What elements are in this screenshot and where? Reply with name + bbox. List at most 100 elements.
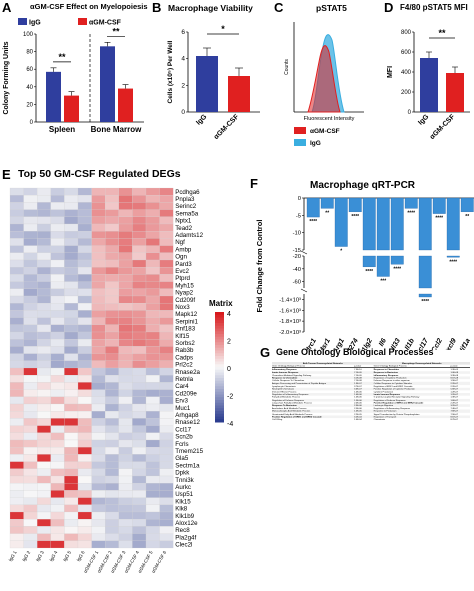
heatmap-cell [91,468,106,477]
heatmap-cell [159,216,174,225]
f-ytick-label: -1.8×10³ [279,319,301,325]
go-process-2: Innate Immune Response [373,393,400,396]
heatmap-cell [23,490,38,498]
heatmap-cell [64,238,79,246]
heatmap-gene-label: Sema5a [175,210,199,217]
f-sig-label: ** [325,210,329,216]
heatmap-cell [9,238,24,246]
heatmap-gene-label: Sorbs2 [175,340,195,347]
heatmap-cell [37,454,51,462]
heatmap-cell [9,339,24,347]
heatmap-cell [64,259,79,268]
go-rows: Inflammatory Response 7.3E-10 Response to … [272,368,470,421]
panel-a-chart: IgG αGM-CSF 0 20 40 60 80 100 Colony Forming Uni… [3,18,144,134]
heatmap-cell [145,288,160,297]
heatmap-cell [37,303,51,311]
go-pvalue-2: 1.3E-09 [450,368,459,371]
heatmap-scale-step [215,325,224,329]
heatmap-cell [50,411,65,419]
heatmap-cell [159,389,174,397]
go-process: Immune Effector Process [272,390,297,394]
heatmap-cell [132,303,147,311]
heatmap-gene-label: Serinc2 [175,203,197,210]
heatmap-cell [37,461,51,469]
heatmap-cell [77,360,92,369]
go-process: Neutrophil Chemotaxis [272,387,295,391]
heatmap-cell [159,533,174,541]
heatmap-cell [9,432,24,441]
go-pvalue-2: 2.2E-07 [450,401,459,405]
heatmap-cell [64,526,79,534]
heatmap-scale-step [215,356,224,360]
heatmap-scale-step [215,400,224,404]
heatmap-cell [105,360,119,369]
heatmap-cell [105,310,119,318]
heatmap-cell [132,418,147,426]
heatmap-cell [132,454,147,462]
heatmap-cell [64,475,79,484]
heatmap-cell [91,216,106,225]
go-col-labels: Gene Ontology Biological Process p-value… [272,365,470,369]
heatmap-cell [132,238,147,246]
go-pvalue-2: 3.3E-08 [450,373,459,377]
heatmap-cell [132,267,147,275]
heatmap-cell [9,418,24,426]
panel-f-letter: F [250,176,258,191]
panel-e-title: Top 50 GM-CSF Regulated DEGs [18,168,181,180]
heatmap-cell [77,497,92,505]
heatmap-cell [23,267,38,275]
f-sig-label: **** [393,266,401,272]
heatmap-column-label: IgG 3 [35,550,45,563]
heatmap-cell [23,288,38,297]
heatmap-cell [23,281,38,289]
heatmap-cell [50,497,65,505]
heatmap-cell [50,231,65,239]
go-process-2: Regulation of Defense Response [373,398,406,402]
heatmap-cell [105,468,119,477]
heatmap-cell [64,339,79,347]
f-bar [362,197,376,251]
heatmap-cell [37,295,51,304]
heatmap-scale-step [215,331,224,335]
go-pvalue: 2.2E-05 [354,412,362,416]
heatmap-cell [77,331,92,340]
heatmap-gene-label: Muc1 [175,405,191,412]
heatmap-cell [132,360,147,369]
heatmap-cell [37,526,51,534]
heatmap-cell [64,360,79,369]
heatmap-gene-label: Nox3 [175,304,190,311]
heatmap-cell [132,425,147,433]
heatmap-gene-label: Adamts12 [175,232,203,239]
heatmap-cell [91,439,106,448]
heatmap-cell [91,295,106,304]
heatmap-cell [37,375,51,383]
heatmap-cell [159,202,174,210]
b-ytick-label: 6 [181,29,185,36]
heatmap-cell [37,339,51,347]
heatmap-cell [64,303,79,311]
go-process-2: Regulation of Cytokine Production [373,376,407,380]
heatmap-cell [105,533,119,541]
heatmap-cell [64,295,79,304]
heatmap-cell [50,202,65,210]
heatmap-cell [159,245,174,253]
a-legend-label-0: IgG [29,20,41,27]
heatmap-cell [23,245,38,253]
go-pvalue: 3.7E-07 [354,384,362,388]
heatmap-cell [37,346,51,354]
f-sig-label: **** [351,214,359,220]
heatmap-cell [105,375,119,383]
heatmap-cell [9,461,24,469]
heatmap-cell [9,216,24,225]
f-bar [376,255,390,277]
heatmap-cell [37,475,51,484]
heatmap-cell [118,324,133,333]
heatmap-scale-step [215,342,224,346]
heatmap-cell [64,540,79,549]
heatmap-cell [50,281,65,289]
heatmap-cell [91,432,106,441]
f-sig-label: ** [465,214,469,220]
f-bar [390,197,404,251]
heatmap-cell [64,317,79,325]
heatmap-cell [159,367,174,376]
